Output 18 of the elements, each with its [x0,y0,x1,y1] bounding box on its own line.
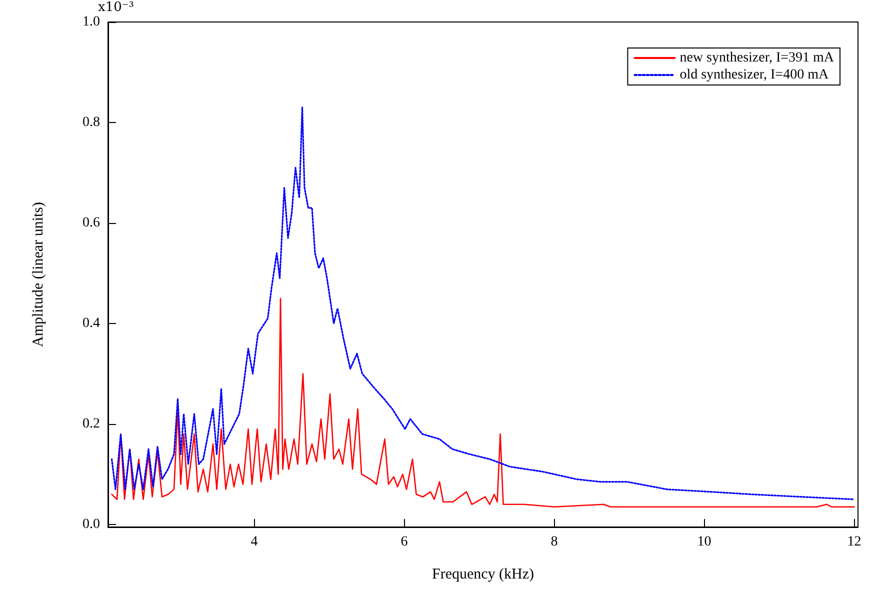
y-tick-label: 0.0 [82,516,100,532]
x-tick-label: 4 [250,534,258,550]
line-series [110,106,856,500]
x-tick-label: 10 [697,534,712,550]
legend-label: new synthesizer, I=391 mA [680,50,835,66]
legend-label: old synthesizer, I=400 mA [680,68,830,82]
y-tick-label: 0.2 [82,416,100,432]
x-tick-label: 8 [550,534,558,550]
x-axis-title: Frequency (kHz) [432,566,534,582]
text: x10⁻³ [98,0,134,15]
line-series [111,298,855,508]
y-tick-label: 0.6 [82,215,100,230]
y-tick-label: 0.4 [82,316,100,331]
x-tick-label: 12 [847,534,862,550]
y-axis-title: Amplitude (linear units) [30,202,46,347]
x-tick-label: 6 [400,534,408,550]
y-tick-label: 0.8 [82,114,100,130]
y-tick-label: 1.0 [82,14,100,30]
